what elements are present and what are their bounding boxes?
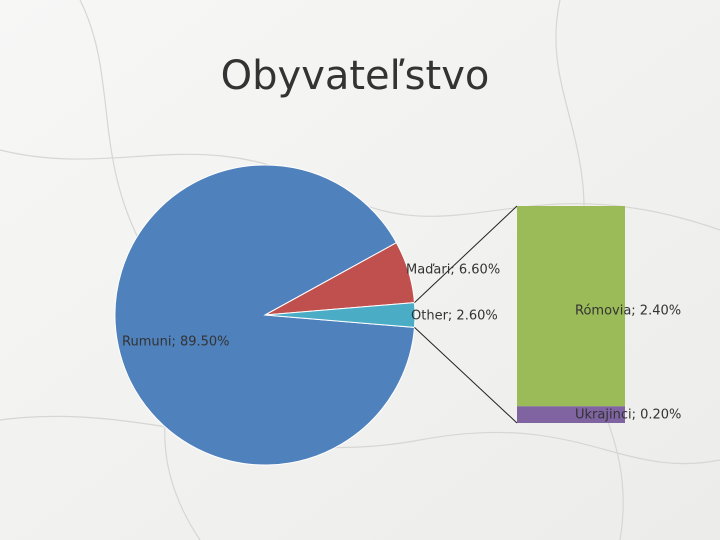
data-label: Other; 2.60%: [411, 309, 498, 324]
connector: [414, 327, 518, 424]
data-label: Maďari; 6.60%: [406, 263, 500, 278]
connector: [414, 205, 518, 303]
pie-slice: [264, 302, 416, 328]
data-label: Rumuni; 89.50%: [122, 335, 230, 350]
bar-segment: [517, 206, 625, 407]
chart-title: Obyvateľstvo: [221, 53, 490, 99]
pie-slice: [114, 164, 416, 466]
data-label: Rómovia; 2.40%: [575, 304, 681, 319]
data-label: Ukrajinci; 0.20%: [575, 408, 681, 423]
bar-segment: [517, 406, 625, 423]
